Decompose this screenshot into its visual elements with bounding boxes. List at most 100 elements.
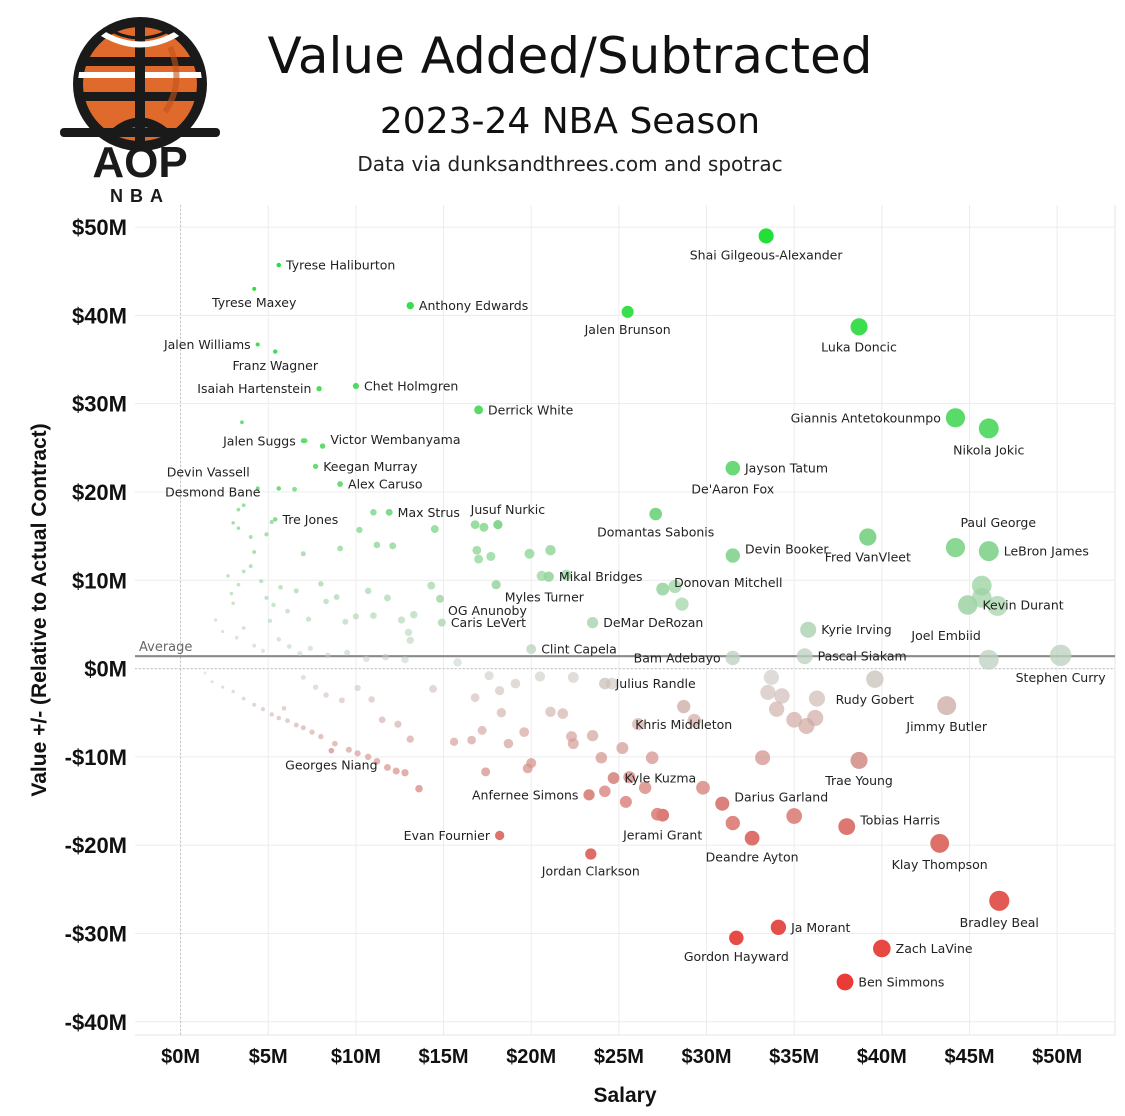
player-point[interactable] [273,349,278,354]
player-point[interactable] [725,650,741,666]
player-point[interactable] [850,751,868,769]
scatter-point [481,767,491,777]
scatter-point [430,525,439,534]
scatter-point [638,781,652,795]
player-point[interactable] [491,580,501,590]
scatter-point [305,616,312,622]
player-point[interactable] [770,919,787,935]
player-point[interactable] [312,463,319,470]
player-point[interactable] [656,582,670,596]
player-point[interactable] [276,262,282,268]
player-point[interactable] [850,318,868,336]
player-point[interactable] [800,621,817,638]
x-tick-label: $40M [857,1046,907,1068]
player-point[interactable] [328,747,335,754]
player-point[interactable] [607,772,620,784]
player-point[interactable] [729,930,744,946]
player-point[interactable] [744,830,760,846]
player-point[interactable] [649,507,663,521]
player-point[interactable] [474,405,484,415]
player-point[interactable] [526,644,537,655]
x-tick-label: $5M [249,1046,288,1068]
player-label: Tyrese Maxey [211,295,297,310]
player-point[interactable] [937,696,957,716]
player-point[interactable] [252,286,257,291]
player-point[interactable] [300,438,306,444]
scatter-point [472,545,482,555]
player-point[interactable] [758,228,774,244]
player-point[interactable] [796,648,813,665]
scatter-point [768,701,785,717]
player-point[interactable] [725,460,741,476]
player-point[interactable] [715,796,730,811]
player-point[interactable] [385,508,393,516]
scatter-point [494,685,505,696]
scatter-point [631,718,645,731]
player-point[interactable] [873,939,891,958]
player-label: Shai Gilgeous-Alexander [690,247,844,262]
player-point[interactable] [316,385,322,392]
player-point[interactable] [276,486,282,491]
average-label: Average [139,640,192,655]
scatter-point [808,690,826,707]
player-point[interactable] [1049,644,1072,667]
scatter-point [312,684,319,690]
player-point[interactable] [677,699,691,714]
player-point[interactable] [494,830,505,841]
player-point[interactable] [273,517,278,522]
zero-lines [135,205,1115,1035]
scatter-point [406,735,414,743]
player-point[interactable] [945,537,966,558]
player-point[interactable] [838,818,856,836]
scatter-point [354,684,361,692]
scatter-point [231,689,235,694]
player-label: Franz Wagner [233,358,319,373]
player-point[interactable] [255,486,260,491]
point-labels: Shai Gilgeous-Alexander Tyrese Haliburton… [163,247,1106,989]
scatter-point [725,815,741,831]
scatter-point [241,696,246,701]
player-point[interactable] [978,418,999,439]
player-point[interactable] [958,595,978,615]
player-point[interactable] [583,789,595,801]
player-point[interactable] [493,519,503,530]
player-point[interactable] [337,481,344,487]
scatter-point [333,594,340,600]
player-point[interactable] [436,594,445,603]
player-point[interactable] [930,833,950,853]
player-point[interactable] [585,848,597,860]
scatter-point [560,569,572,581]
player-point[interactable] [586,616,599,629]
scatter-point [449,737,459,747]
player-label: Max Strus [398,505,460,520]
player-point[interactable] [978,649,999,670]
scatter-point [668,579,682,594]
player-point[interactable] [621,305,634,318]
scatter-point [453,658,462,667]
player-point[interactable] [945,408,966,428]
player-label: Anfernee Simons [472,787,578,802]
y-tick-label: $0M [84,657,127,682]
player-label: DeMar DeRozan [603,615,703,630]
scatter-point [760,684,776,700]
scatter-point [297,651,303,657]
player-point[interactable] [437,618,446,627]
player-point[interactable] [859,528,877,546]
scatter-point [479,522,489,532]
player-point[interactable] [978,541,999,562]
player-point[interactable] [866,670,884,688]
scatter-point [281,705,287,711]
player-point[interactable] [406,301,414,310]
player-point[interactable] [255,342,260,347]
scatter-point [231,601,235,605]
player-point[interactable] [989,890,1010,911]
player-point[interactable] [725,548,741,563]
player-label: Alex Caruso [348,477,422,492]
player-point[interactable] [352,382,359,390]
player-point[interactable] [543,571,554,582]
player-point[interactable] [599,677,611,690]
player-point[interactable] [656,808,670,822]
player-point[interactable] [836,973,854,991]
player-point[interactable] [319,443,326,449]
player-label: Paul George [960,515,1036,530]
